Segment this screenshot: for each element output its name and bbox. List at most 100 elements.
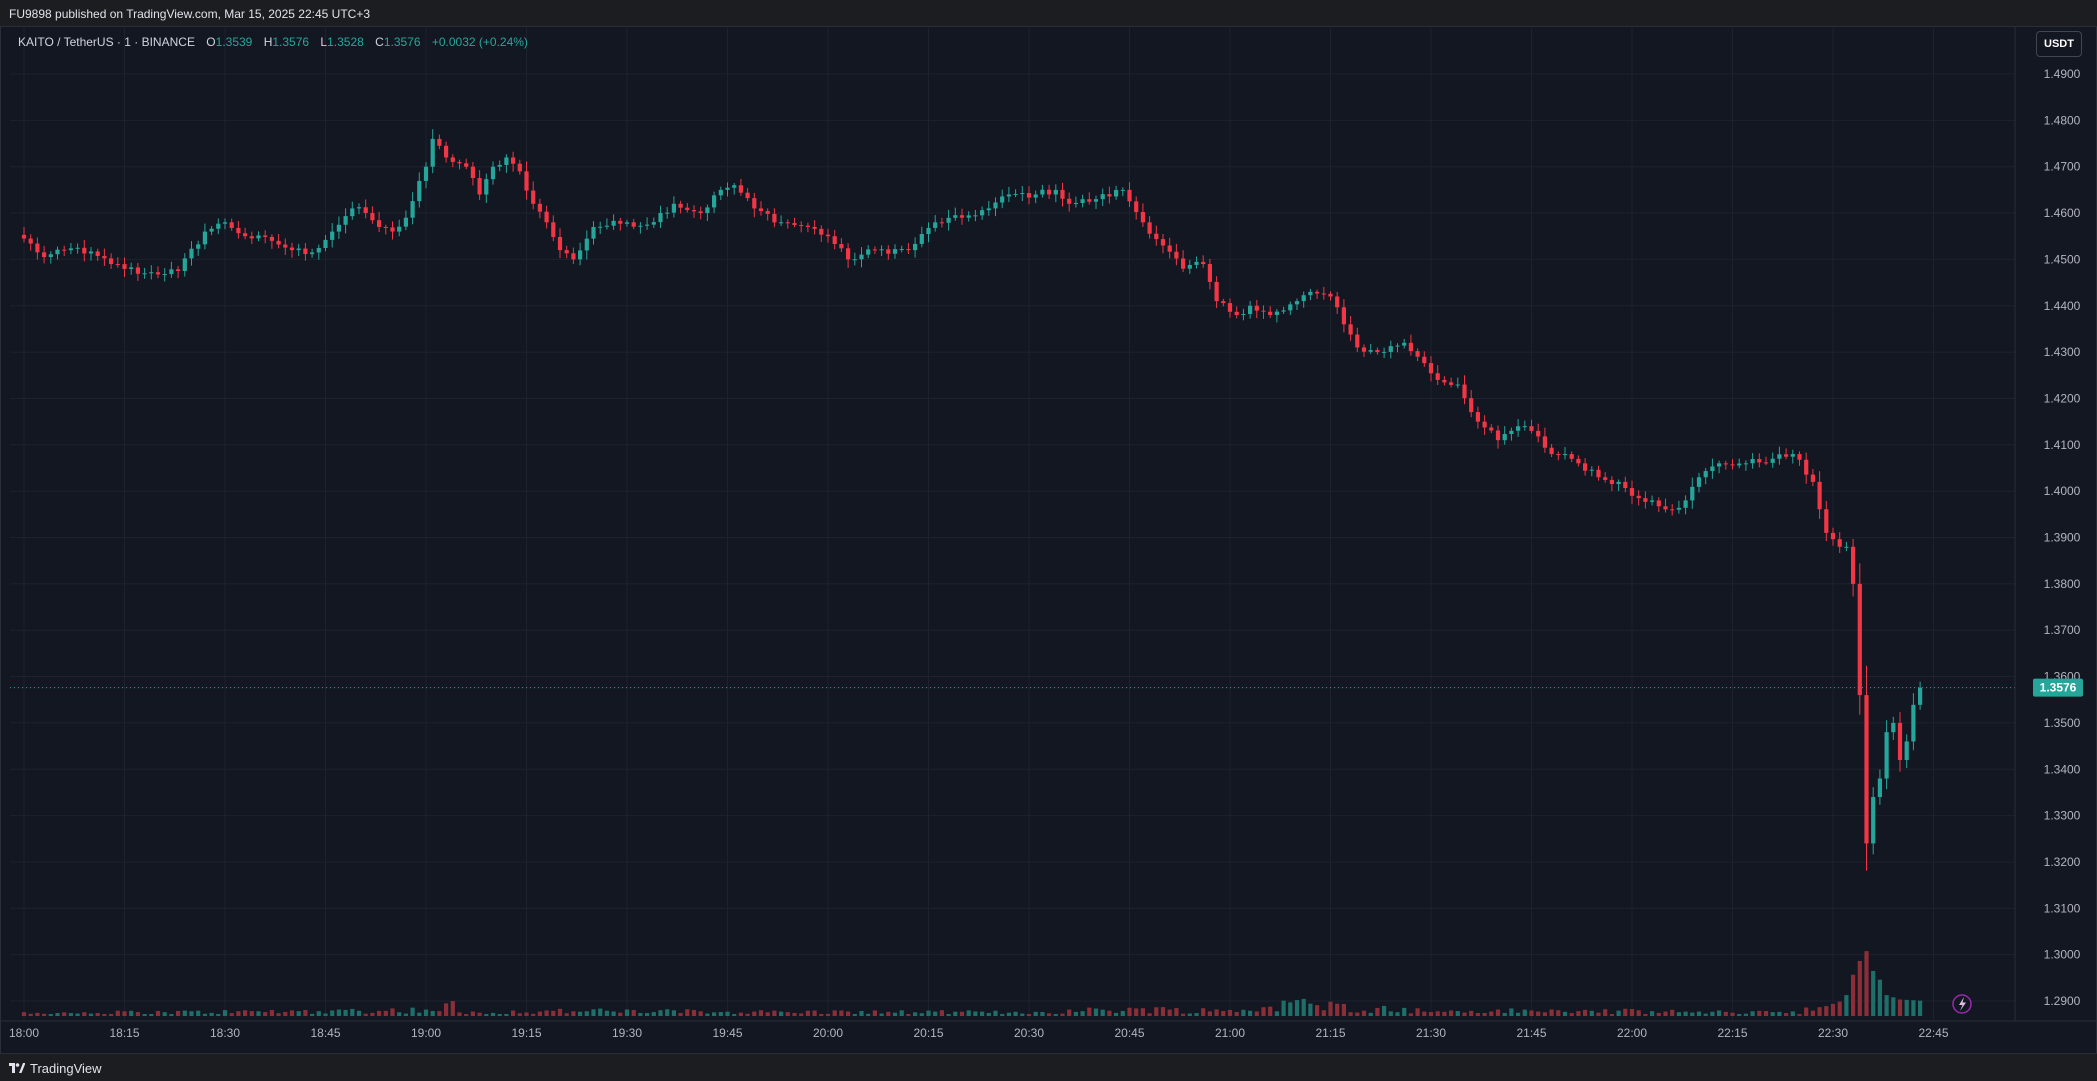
symbol-legend[interactable]: KAITO / TetherUS · 1 · BINANCE O1.3539 H…	[18, 35, 528, 49]
candle-body	[1683, 500, 1688, 508]
volume-bar	[624, 1009, 630, 1016]
candle-body	[1428, 363, 1434, 374]
volume-bar	[1087, 1007, 1092, 1016]
volume-bar	[665, 1009, 670, 1016]
volume-bar	[417, 1012, 422, 1016]
volume-bar	[1449, 1010, 1454, 1016]
volume-bar	[1214, 1009, 1219, 1016]
volume-bar	[799, 1013, 804, 1016]
volume-bar	[1891, 997, 1896, 1016]
candle-body	[551, 222, 556, 237]
candle-body	[946, 217, 951, 223]
candle-body	[397, 226, 402, 232]
candle-body	[1261, 310, 1266, 312]
volume-bar	[1844, 995, 1849, 1016]
candle-body	[450, 157, 455, 162]
candle-body	[1254, 305, 1259, 311]
candle-body	[1040, 189, 1045, 195]
volume-bar	[1428, 1012, 1434, 1016]
candle-body	[1690, 486, 1695, 501]
candle-body	[1918, 687, 1923, 705]
candle-body	[765, 211, 770, 214]
candle-body	[846, 248, 851, 260]
candle-body	[236, 227, 241, 234]
volume-bar	[1194, 1013, 1199, 1016]
lightning-bolt-icon[interactable]	[1952, 994, 1972, 1014]
candle-body	[1268, 311, 1273, 316]
volume-bar	[1777, 1011, 1782, 1016]
time-tick-label: 18:30	[210, 1026, 240, 1040]
grid-lines	[10, 28, 2015, 1021]
candle-body	[464, 163, 469, 167]
currency-button[interactable]: USDT	[2036, 31, 2082, 57]
volume-bar	[1006, 1012, 1011, 1016]
candle-body	[1107, 194, 1112, 197]
volume-bar	[28, 1013, 33, 1016]
candle-body	[832, 236, 837, 245]
candle-body	[1495, 430, 1501, 441]
time-axis[interactable]: 18:00 18:15 18:30 18:45 19:00 19:15 19:30 19:45…	[9, 1026, 1949, 1040]
candle-body	[1147, 222, 1152, 234]
candle-body	[437, 138, 442, 146]
volume-bar	[336, 1009, 341, 1016]
candle-body	[671, 203, 676, 213]
volume-bar	[1743, 1013, 1748, 1016]
volume-bar	[1609, 1014, 1614, 1016]
volume-bar	[370, 1012, 375, 1016]
time-tick-label: 21:15	[1315, 1026, 1345, 1040]
candle-body	[1623, 481, 1628, 489]
candle-body	[1382, 351, 1387, 353]
price-tick-label: 1.4500	[2044, 252, 2081, 266]
candle-body	[1335, 296, 1340, 308]
candle-body	[1810, 474, 1815, 482]
time-tick-label: 21:30	[1416, 1026, 1446, 1040]
symbol-title[interactable]: KAITO / TetherUS · 1 · BINANCE	[18, 35, 195, 49]
candle-body	[1053, 189, 1058, 195]
candle-body	[189, 248, 194, 259]
close-label: C	[375, 35, 384, 49]
volume-bar	[578, 1011, 583, 1016]
candle-body	[310, 252, 315, 255]
candle-body	[1743, 463, 1748, 465]
candle-body	[1522, 426, 1527, 428]
candle-body	[1341, 307, 1346, 325]
volume-bar	[1073, 1011, 1078, 1016]
candle-body	[1877, 778, 1882, 798]
volume-bar	[1650, 1011, 1655, 1016]
volume-bar	[68, 1013, 73, 1016]
candle-body	[712, 195, 717, 208]
candle-body	[732, 185, 737, 188]
candle-body	[122, 264, 127, 269]
volume-bar	[497, 1014, 502, 1016]
volume-bar	[631, 1009, 636, 1016]
tradingview-logo[interactable]: TradingView	[9, 1061, 102, 1076]
candle-body	[1723, 463, 1728, 465]
candle-body	[1073, 202, 1078, 204]
candle-body	[115, 264, 120, 266]
volume-bar	[645, 1013, 650, 1016]
candle-body	[350, 208, 355, 217]
candle-body	[1020, 193, 1025, 195]
volume-bar	[423, 1009, 429, 1016]
volume-bar	[222, 1010, 228, 1016]
close-value: 1.3576	[383, 35, 421, 49]
candle-body	[1576, 458, 1581, 464]
volume-bar	[303, 1009, 308, 1016]
candle-body	[624, 222, 630, 224]
chart-pane[interactable]	[0, 27, 2097, 1053]
candle-body	[839, 244, 844, 249]
candle-body	[1763, 462, 1769, 464]
price-tick-label: 1.4700	[2044, 160, 2081, 174]
volume-bar	[1750, 1011, 1755, 1016]
candle-body	[879, 249, 884, 251]
price-axis[interactable]: 1.4900 1.4800 1.4700 1.4600 1.4500 1.4400 1.43…	[2044, 67, 2081, 1008]
candle-body	[1864, 695, 1869, 844]
volume-bar	[1361, 1010, 1367, 1016]
candle-body	[819, 228, 824, 235]
volume-bar	[658, 1010, 663, 1016]
candle-body	[1154, 233, 1159, 240]
candle-body	[1328, 293, 1333, 297]
candle-body	[1844, 546, 1849, 548]
candle-body	[1174, 251, 1179, 259]
